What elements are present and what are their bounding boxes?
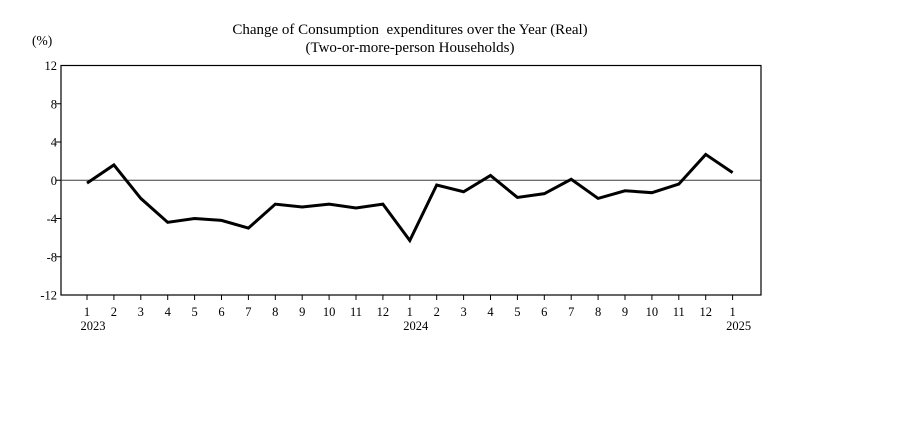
- x-month-label: 5: [191, 305, 197, 319]
- x-month-label: 1: [407, 305, 413, 319]
- x-month-label: 1: [729, 305, 735, 319]
- x-year-label: 2023: [81, 319, 106, 333]
- x-month-label: 9: [299, 305, 305, 319]
- y-tick-label: -8: [47, 250, 57, 264]
- consumption-change-line: [86, 152, 734, 244]
- x-month-label: 6: [541, 305, 547, 319]
- x-month-label: 9: [622, 305, 628, 319]
- y-axis-unit-label: (%): [32, 33, 53, 48]
- x-month-label: 7: [568, 305, 574, 319]
- x-month-label: 12: [699, 305, 712, 319]
- x-month-label: 4: [487, 305, 494, 319]
- chart-title: Change of Consumption expenditures over …: [232, 22, 588, 38]
- x-month-label: 3: [460, 305, 466, 319]
- x-month-label: 5: [514, 305, 520, 319]
- x-month-label: 10: [323, 305, 336, 319]
- x-month-label: 10: [646, 305, 659, 319]
- chart-subtitle: (Two-or-more-person Households): [305, 40, 515, 56]
- y-tick-label: -12: [40, 289, 57, 303]
- y-tick-label: 0: [51, 174, 57, 188]
- x-month-label: 6: [218, 305, 224, 319]
- x-month-label: 11: [673, 305, 685, 319]
- x-month-label: 4: [165, 305, 172, 319]
- x-month-label: 7: [245, 305, 251, 319]
- x-year-label: 2025: [726, 319, 751, 333]
- y-tick-label: 8: [51, 97, 57, 111]
- x-month-label: 12: [377, 305, 390, 319]
- y-tick-label: 4: [51, 136, 58, 150]
- x-month-label: 3: [138, 305, 144, 319]
- x-month-label: 8: [272, 305, 278, 319]
- x-month-label: 11: [350, 305, 362, 319]
- x-month-label: 1: [84, 305, 90, 319]
- x-month-label: 2: [111, 305, 117, 319]
- x-month-label: 2: [434, 305, 440, 319]
- x-month-label: 8: [595, 305, 601, 319]
- x-year-label: 2024: [403, 319, 429, 333]
- y-tick-label: 12: [45, 59, 58, 73]
- y-tick-label: -4: [47, 212, 58, 226]
